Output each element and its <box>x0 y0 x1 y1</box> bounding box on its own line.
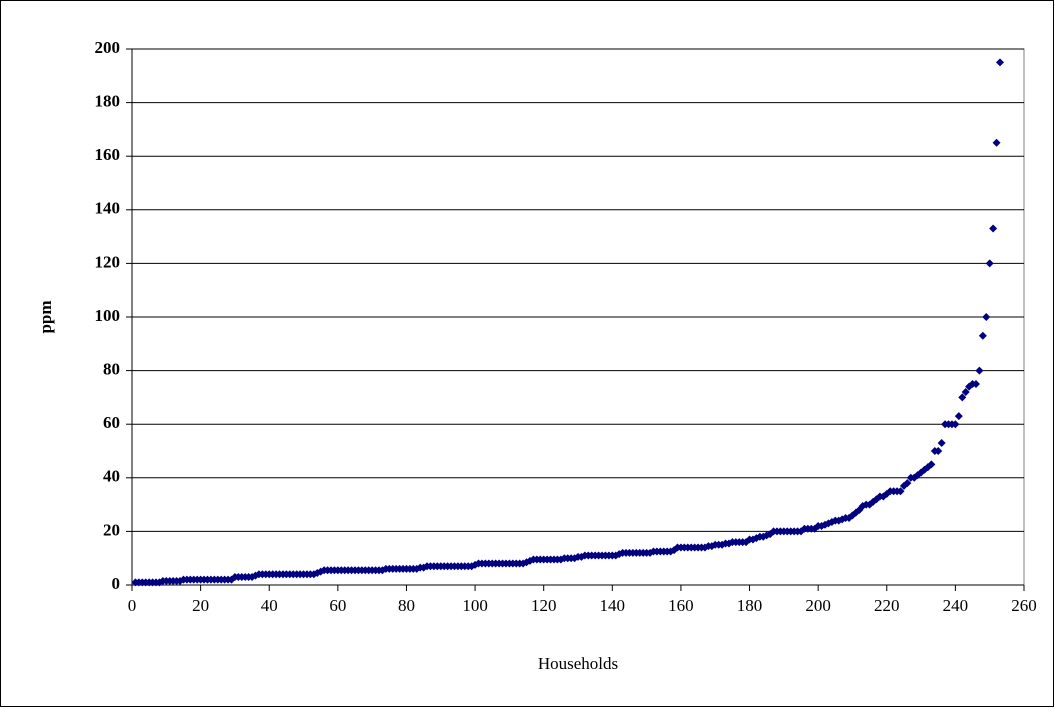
x-tick-label: 260 <box>1011 596 1037 615</box>
point <box>248 572 257 581</box>
point <box>975 366 984 375</box>
y-tick-label: 100 <box>95 306 121 325</box>
x-tick-label: 100 <box>462 596 488 615</box>
x-tick-label: 0 <box>128 596 137 615</box>
y-tick-label: 40 <box>103 467 120 486</box>
y-tick-label: 20 <box>103 520 120 539</box>
point <box>951 420 960 429</box>
point <box>954 412 963 421</box>
point <box>896 487 905 496</box>
y-tick-label: 200 <box>95 38 121 57</box>
y-tick-label: 80 <box>103 360 120 379</box>
x-tick-label: 220 <box>874 596 900 615</box>
y-tick-label: 180 <box>95 92 121 111</box>
y-tick-label: 160 <box>95 145 121 164</box>
point <box>989 224 998 233</box>
point <box>937 438 946 447</box>
x-tick-label: 140 <box>600 596 626 615</box>
x-tick-label: 160 <box>668 596 694 615</box>
point <box>985 259 994 268</box>
point <box>982 313 991 321</box>
x-tick-label: 200 <box>805 596 831 615</box>
point <box>934 447 943 455</box>
point <box>958 393 967 402</box>
y-tick-label: 120 <box>95 252 121 271</box>
x-tick-label: 120 <box>531 596 557 615</box>
y-axis-label: ppm <box>36 300 55 333</box>
x-axis-label: Households <box>538 654 618 673</box>
y-tick-label: 60 <box>103 413 120 432</box>
point <box>978 331 987 340</box>
point <box>961 388 970 397</box>
x-tick-label: 240 <box>943 596 969 615</box>
x-tick-label: 80 <box>398 596 415 615</box>
point <box>971 380 980 388</box>
x-tick-label: 40 <box>261 596 278 615</box>
y-tick-label: 0 <box>112 574 121 593</box>
x-tick-label: 180 <box>737 596 763 615</box>
point <box>995 58 1004 67</box>
point <box>903 479 912 488</box>
point <box>992 138 1001 147</box>
point <box>927 460 936 469</box>
y-tick-label: 140 <box>95 199 121 218</box>
x-tick-label: 20 <box>192 596 209 615</box>
x-tick-label: 60 <box>329 596 346 615</box>
